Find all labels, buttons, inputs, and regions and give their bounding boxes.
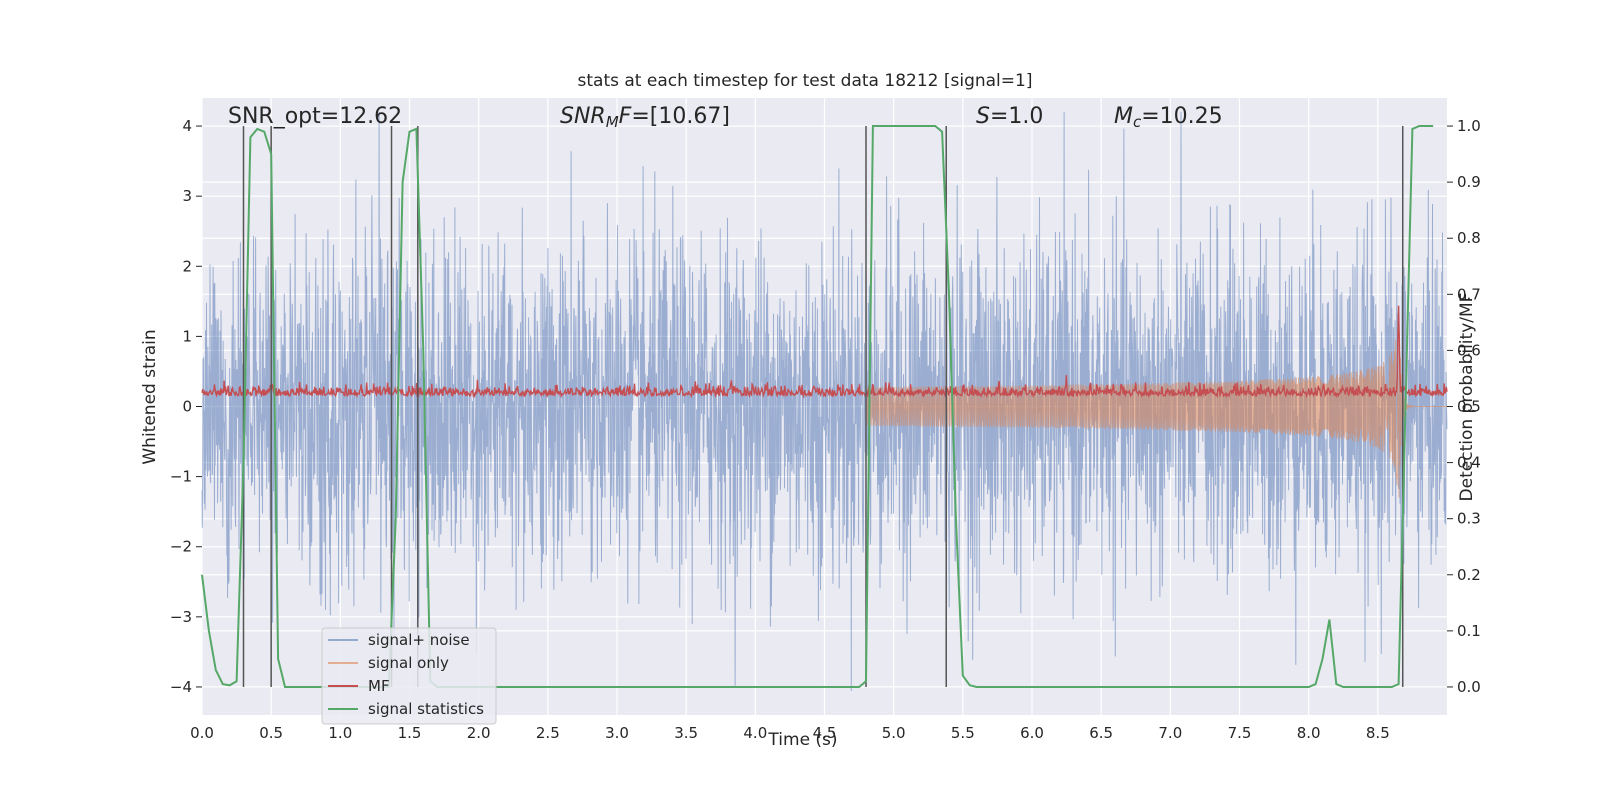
y-tick-label: 4: [182, 117, 192, 135]
legend-label-signal-only: signal only: [368, 654, 449, 672]
x-tick-label: 7.5: [1228, 724, 1252, 742]
x-tick-label: 8.5: [1366, 724, 1390, 742]
x-tick-label: 6.0: [1020, 724, 1044, 742]
y-tick-label: 2: [182, 257, 192, 275]
x-tick-label: 8.0: [1297, 724, 1321, 742]
x-tick-label: 1.5: [398, 724, 422, 742]
y-right-axis-ticks: 0.0 0.1 0.2 0.3 0.4 0.5 0.6 0.7 0.8 0.9 1.0: [1447, 117, 1481, 696]
x-tick-label: 3.5: [674, 724, 698, 742]
y-tick-label: 3: [182, 187, 192, 205]
legend-label-mf: MF: [368, 677, 390, 695]
y-tick-label: −3: [170, 608, 192, 626]
legend-box: [321, 627, 497, 725]
y-right-axis-label: Detection probability/MF: [1457, 293, 1477, 502]
y-tick-label: 0: [182, 398, 192, 416]
annotation-snr-mf: SNRMF=[10.67]: [560, 104, 730, 131]
x-tick-label: 2.5: [536, 724, 560, 742]
y-axis-label: Whitened strain: [140, 329, 160, 464]
series-mf: [201, 305, 1448, 399]
x-axis-ticks: 0.0 0.5 1.0 1.5 2.0 2.5 3.0 3.5 4.0 4.5 5.0 5.5 6.0 6…: [190, 724, 1390, 742]
y-right-tick-label: 0.7: [1457, 285, 1481, 303]
x-tick-label: 5.0: [882, 724, 906, 742]
snr-mf-prefix: SNR: [560, 104, 606, 129]
y-right-tick-label: 0.9: [1457, 173, 1481, 191]
mc-prefix: M: [1114, 104, 1133, 129]
x-tick-label: 5.5: [951, 724, 975, 742]
s-value: =1.0: [990, 104, 1043, 129]
chart-title: stats at each timestep for test data 182…: [578, 71, 1033, 91]
x-axis-label: Time (s): [767, 730, 837, 750]
mc-value: =10.25: [1141, 104, 1222, 129]
x-tick-label: 1.0: [328, 724, 352, 742]
y-right-tick-label: 0.3: [1457, 510, 1481, 528]
legend-label-signal-statistics: signal statistics: [368, 700, 484, 718]
y-right-tick-label: 1.0: [1457, 117, 1481, 135]
signal-statistics-line: [201, 125, 1434, 688]
y-right-tick-label: 0.1: [1457, 622, 1481, 640]
snr-mf-sub: M: [606, 113, 619, 131]
mf-line: [201, 305, 1448, 399]
x-tick-label: 6.5: [1089, 724, 1113, 742]
snr-mf-value: =[10.67]: [631, 104, 730, 129]
annotation-s: S=1.0: [976, 104, 1043, 129]
snr-mf-rest-f: F: [619, 104, 632, 129]
y-tick-label: −1: [170, 468, 192, 486]
x-tick-label: 0.0: [190, 724, 214, 742]
y-right-tick-label: 0.6: [1457, 341, 1481, 359]
legend: signal+ noise signal only MF signal stat…: [321, 627, 497, 725]
y-tick-label: −4: [170, 678, 192, 696]
x-tick-label: 7.0: [1158, 724, 1182, 742]
series-signal-statistics: [201, 125, 1434, 688]
annotation-mc: Mc=10.25: [1114, 104, 1223, 131]
y-tick-label: 1: [182, 327, 192, 345]
s-prefix: S: [976, 104, 990, 129]
legend-label-signal-noise: signal+ noise: [368, 631, 470, 649]
y-right-tick-label: 0.5: [1457, 398, 1481, 416]
x-tick-label: 3.0: [605, 724, 629, 742]
x-tick-label: 2.0: [467, 724, 491, 742]
y-right-tick-label: 0.4: [1457, 454, 1481, 472]
y-right-tick-label: 0.2: [1457, 566, 1481, 584]
mc-sub: c: [1133, 113, 1142, 131]
x-tick-label: 0.5: [259, 724, 283, 742]
series-signal-only: [865, 332, 1447, 498]
x-tick-label: 4.5: [813, 724, 837, 742]
signal-only-line: [865, 332, 1447, 498]
y-tick-label: −2: [170, 538, 192, 556]
y-axis-ticks: −4 −3 −2 −1 0 1 2 3 4: [170, 117, 202, 696]
annotation-snr-opt: SNR_opt=12.62: [228, 104, 402, 129]
y-right-tick-label: 0.8: [1457, 229, 1481, 247]
x-tick-label: 4.0: [743, 724, 767, 742]
y-right-tick-label: 0.0: [1457, 678, 1481, 696]
detection-vlines: [242, 126, 1404, 687]
